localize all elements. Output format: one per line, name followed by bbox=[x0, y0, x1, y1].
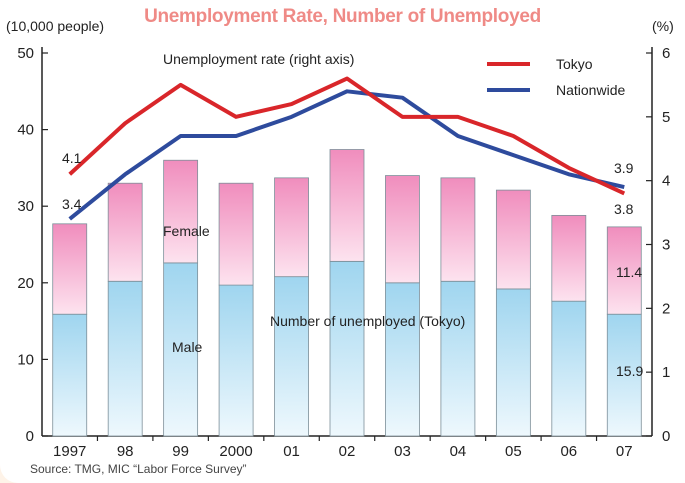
x-tick-label: 03 bbox=[394, 443, 411, 460]
tokyo-first-value: 4.1 bbox=[62, 150, 82, 166]
female-bar bbox=[606, 226, 642, 315]
x-tick-label: 04 bbox=[450, 443, 467, 460]
x-tick-label: 1997 bbox=[53, 443, 86, 460]
female-bar bbox=[163, 159, 199, 264]
male-bar bbox=[274, 276, 309, 437]
left-tick-label: 20 bbox=[17, 275, 34, 292]
female-label: Female bbox=[163, 223, 210, 239]
female-bar bbox=[385, 175, 420, 284]
left-tick-label: 10 bbox=[17, 351, 34, 368]
left-tick-label: 0 bbox=[26, 428, 34, 445]
right-tick-label: 5 bbox=[662, 109, 670, 126]
tokyo-line bbox=[68, 76, 626, 196]
male-last-value: 15.9 bbox=[616, 363, 643, 379]
tokyo-last-value: 3.8 bbox=[614, 201, 634, 217]
male-label: Male bbox=[172, 339, 203, 355]
female-bar bbox=[329, 149, 365, 262]
lines-group bbox=[68, 62, 626, 221]
left-axis-label: (10,000 people) bbox=[6, 18, 104, 34]
male-bar bbox=[218, 284, 254, 437]
male-bar bbox=[163, 262, 199, 437]
x-tick-label: 2000 bbox=[219, 443, 252, 460]
female-bar bbox=[218, 182, 254, 286]
x-tick-label: 98 bbox=[117, 443, 134, 460]
male-bar bbox=[440, 280, 476, 437]
legend-nationwide-label: Nationwide bbox=[556, 82, 625, 98]
left-tick-label: 40 bbox=[17, 122, 34, 139]
x-tick-label: 05 bbox=[505, 443, 522, 460]
left-tick-label: 50 bbox=[17, 45, 34, 62]
male-bar bbox=[495, 288, 531, 437]
legend-tokyo-label: Tokyo bbox=[556, 56, 593, 72]
male-bar bbox=[551, 300, 587, 437]
bars-group bbox=[52, 149, 642, 437]
female-last-value: 11.4 bbox=[616, 264, 642, 280]
chart-title: Unemployment Rate, Number of Unemployed bbox=[144, 6, 541, 27]
x-tick-label: 07 bbox=[616, 443, 633, 460]
female-bar bbox=[107, 182, 143, 282]
right-axis-label: (%) bbox=[652, 18, 674, 34]
male-bar bbox=[107, 280, 143, 437]
female-bar bbox=[274, 177, 309, 278]
nationwide-last-value: 3.9 bbox=[614, 160, 634, 176]
female-bar bbox=[52, 223, 88, 315]
bars-caption: Number of unemployed (Tokyo) bbox=[270, 313, 465, 329]
male-bar bbox=[385, 282, 420, 437]
right-tick-label: 4 bbox=[662, 173, 670, 190]
female-bar bbox=[551, 214, 587, 302]
right-tick-label: 6 bbox=[662, 45, 670, 62]
x-tick-label: 01 bbox=[283, 443, 300, 460]
female-bar bbox=[440, 177, 476, 282]
male-bar bbox=[606, 313, 642, 437]
right-tick-label: 3 bbox=[662, 237, 670, 254]
right-tick-label: 2 bbox=[662, 300, 670, 317]
rate-caption: Unemployment rate (right axis) bbox=[163, 51, 354, 67]
x-tick-label: 02 bbox=[339, 443, 356, 460]
nationwide-line bbox=[68, 89, 625, 221]
male-bar bbox=[329, 260, 365, 437]
labels-group: Tokyo Nationwide Unemployment rate (right … bbox=[62, 51, 643, 379]
source-note: Source: TMG, MIC “Labor Force Survey” bbox=[30, 462, 247, 476]
x-tick-label: 06 bbox=[560, 443, 577, 460]
female-bar bbox=[495, 189, 531, 290]
left-tick-label: 30 bbox=[17, 198, 34, 215]
right-tick-label: 0 bbox=[662, 428, 670, 445]
nationwide-first-value: 3.4 bbox=[62, 196, 82, 212]
right-tick-label: 1 bbox=[662, 364, 670, 381]
x-tick-label: 99 bbox=[172, 443, 189, 460]
male-bar bbox=[52, 313, 88, 437]
